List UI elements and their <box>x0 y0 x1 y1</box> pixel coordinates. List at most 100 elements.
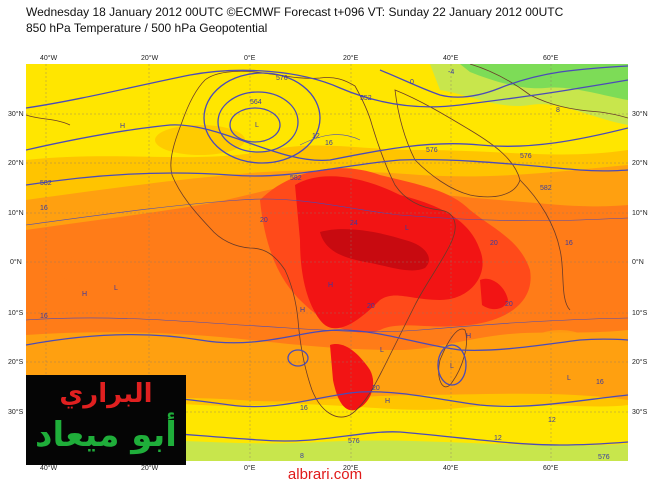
lat-label-left: 10°N <box>8 209 24 217</box>
contour <box>26 69 628 109</box>
temperature-label: 8 <box>300 453 304 460</box>
geopotential-label: 564 <box>250 99 262 106</box>
lon-label-top: 40°W <box>40 54 58 62</box>
temperature-label: 12 <box>312 133 320 140</box>
contour <box>437 344 467 386</box>
lat-label-left: 30°N <box>8 110 24 118</box>
lat-label-right: 10°N <box>632 209 648 217</box>
lat-label-right: 30°N <box>632 110 648 118</box>
temperature-label: 12 <box>548 417 556 424</box>
lat-label-right: 30°S <box>632 408 648 416</box>
temp-patch <box>155 125 245 155</box>
lat-label-left: 30°S <box>8 408 24 416</box>
africa-coast <box>170 70 456 418</box>
lon-label-top: 0°E <box>244 54 256 62</box>
arabia-coast <box>394 89 521 198</box>
forecast-header-line2: 850 hPa Temperature / 500 hPa Geopotenti… <box>26 21 268 35</box>
isotherms <box>26 134 628 333</box>
temperature-label: 0 <box>410 79 414 86</box>
temperature-label: 16 <box>40 313 48 320</box>
contour <box>229 107 281 143</box>
coastlines <box>26 64 628 418</box>
low-center: L <box>255 122 259 129</box>
temperature-label: -4 <box>448 69 454 76</box>
contour <box>379 65 628 98</box>
contour <box>217 91 299 153</box>
geopotential-label: 576 <box>426 147 438 154</box>
temp-band-cold-green <box>460 64 628 100</box>
forecast-header-line1: Wednesday 18 January 2012 00UTC ©ECMWF F… <box>26 5 564 19</box>
geopotential-label: 582 <box>540 185 552 192</box>
lat-label-right: 20°S <box>632 358 648 366</box>
temp-band-red-south <box>330 344 374 411</box>
geopotential-label: 576 <box>276 75 288 82</box>
lon-label-bottom: 60°E <box>543 464 559 472</box>
pressure-centers: L H H L L L L H H L H H <box>82 122 571 405</box>
temperature-label: 24 <box>350 220 358 227</box>
lat-label-left: 10°S <box>8 309 24 317</box>
temperature-label: 20 <box>505 301 513 308</box>
lon-label-bottom: 20°E <box>343 464 359 472</box>
high-center: H <box>120 123 125 130</box>
india-coast <box>519 179 571 311</box>
temp-patch <box>60 252 140 288</box>
site-watermark: albrari.com <box>287 466 363 483</box>
temp-patch <box>525 330 595 370</box>
contour <box>26 124 628 162</box>
contour <box>287 349 309 367</box>
temperature-label: 16 <box>325 140 333 147</box>
low-center: L <box>380 347 384 354</box>
temperature-label: 16 <box>565 240 573 247</box>
temperature-label: 12 <box>494 435 502 442</box>
low-center: L <box>405 225 409 232</box>
madagascar-coast <box>438 328 467 388</box>
lon-label-bottom: 20°W <box>141 464 159 472</box>
lat-label-left: 0°N <box>10 258 22 266</box>
lon-label-top: 20°W <box>141 54 159 62</box>
lat-label-left: 20°S <box>8 358 24 366</box>
high-center: H <box>466 333 471 340</box>
lat-label-right: 20°N <box>632 159 648 167</box>
lon-label-top: 40°E <box>443 54 459 62</box>
contour-labels: 564 576 582 552 576 576 582 582 576 576 … <box>40 69 610 461</box>
temp-band-red-east <box>480 278 508 310</box>
low-center: L <box>114 285 118 292</box>
contour <box>26 159 628 186</box>
lon-label-bottom: 40°E <box>443 464 459 472</box>
lon-label-top: 20°E <box>343 54 359 62</box>
geopotential-label: 576 <box>598 454 610 461</box>
temperature-label: 8 <box>556 107 560 114</box>
geopotential-label: 552 <box>360 95 372 102</box>
logo-line2: أبو ميعاد <box>35 415 177 455</box>
asia-coast <box>469 64 628 119</box>
logo-line1: البراري <box>59 379 153 409</box>
lat-label-right: 10°S <box>632 309 648 317</box>
geopotential-label: 576 <box>348 438 360 445</box>
lon-label-bottom: 40°W <box>40 464 58 472</box>
isotherm <box>26 317 628 333</box>
temperature-label: 16 <box>40 205 48 212</box>
high-center: H <box>300 307 305 314</box>
lat-label-left: 20°N <box>8 159 24 167</box>
temperature-label: 20 <box>372 385 380 392</box>
temperature-label: 16 <box>300 405 308 412</box>
high-center: H <box>82 291 87 298</box>
lat-label-right: 0°N <box>632 258 644 266</box>
americas-coast <box>26 114 71 126</box>
contour <box>203 72 321 164</box>
axis-labels: 40°W 20°W 0°E 20°E 40°E 60°E 40°W 20°W 0… <box>8 54 648 472</box>
high-center: H <box>385 398 390 405</box>
temperature-label: 20 <box>490 240 498 247</box>
geopotential-label: 576 <box>520 153 532 160</box>
high-center: H <box>328 282 333 289</box>
isotherm <box>299 134 361 146</box>
temperature-label: 20 <box>260 217 268 224</box>
lon-label-top: 60°E <box>543 54 559 62</box>
temperature-label: 16 <box>596 379 604 386</box>
contour <box>26 329 628 351</box>
logo: البراري أبو ميعاد <box>26 375 186 465</box>
isotherm <box>26 198 628 226</box>
lon-label-bottom: 0°E <box>244 464 256 472</box>
low-center: L <box>450 363 454 370</box>
geopotential-label: 582 <box>290 175 302 182</box>
